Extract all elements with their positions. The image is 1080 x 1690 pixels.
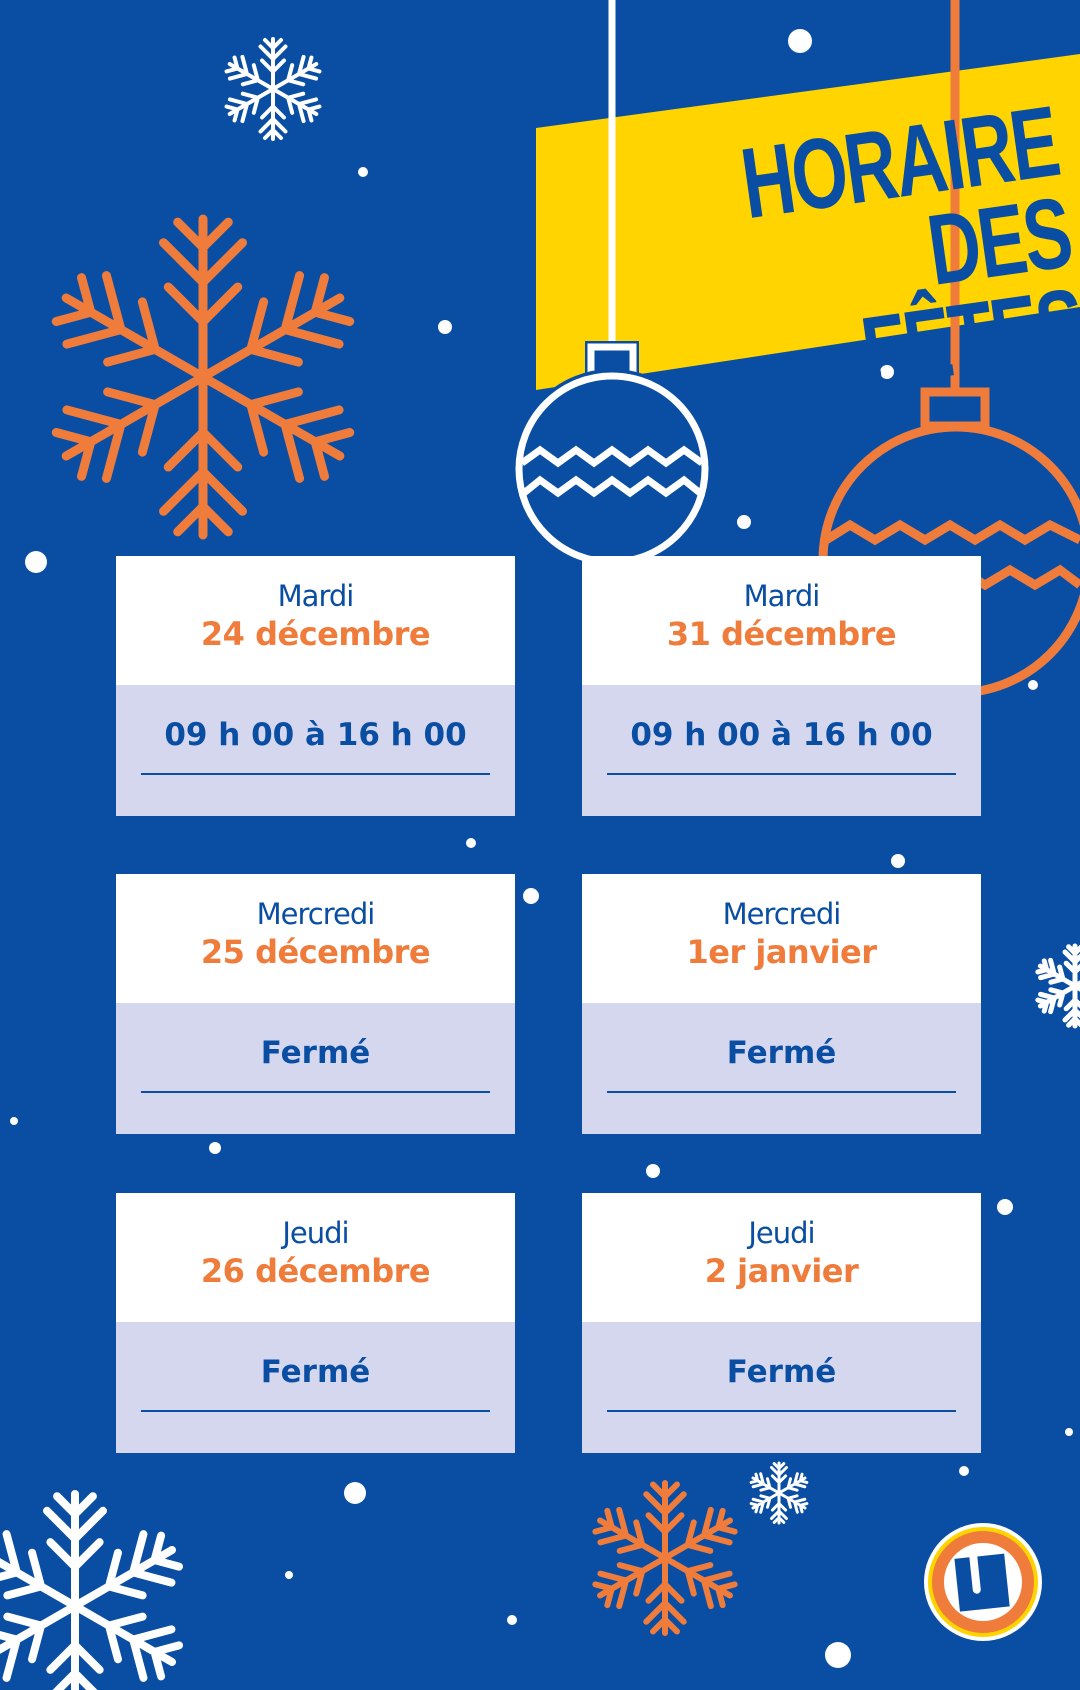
snow-dot	[358, 167, 368, 177]
snow-dot	[788, 29, 812, 53]
snow-dot	[997, 1199, 1013, 1215]
schedule-card: Mardi 31 décembre 09 h 00 à 16 h 00	[582, 556, 981, 816]
snowflake-icon	[749, 1461, 809, 1525]
snow-dot	[1028, 680, 1038, 690]
schedule-card: Jeudi 2 janvier Fermé	[582, 1193, 981, 1453]
card-hours: 09 h 00 à 16 h 00	[164, 717, 467, 753]
snow-dot	[825, 1642, 851, 1668]
card-hours: Fermé	[726, 1035, 837, 1071]
snow-dot	[880, 365, 894, 379]
divider	[141, 1091, 490, 1093]
snowflake-icon	[51, 214, 355, 540]
card-date: 2 janvier	[704, 1252, 859, 1290]
snow-dot	[737, 515, 751, 529]
divider	[607, 1091, 956, 1093]
card-day: Mardi	[743, 579, 821, 613]
snow-dot	[507, 1615, 517, 1625]
snowflake-icon	[224, 37, 322, 141]
snow-dot	[1065, 1428, 1073, 1436]
snowflake-icon	[0, 1490, 184, 1690]
card-date: 24 décembre	[200, 615, 431, 653]
uniprix-u-logo	[924, 1523, 1042, 1641]
schedule-card: Mercredi 25 décembre Fermé	[116, 874, 515, 1134]
snow-dot	[523, 888, 539, 904]
card-day: Mardi	[277, 579, 355, 613]
snow-dot	[209, 1142, 221, 1154]
schedule-card: Mercredi 1er janvier Fermé	[582, 874, 981, 1134]
card-hours: Fermé	[260, 1354, 371, 1390]
schedule-card: Jeudi 26 décembre Fermé	[116, 1193, 515, 1453]
card-hours: 09 h 00 à 16 h 00	[630, 717, 933, 753]
card-date: 26 décembre	[200, 1252, 431, 1290]
card-date: 31 décembre	[666, 615, 897, 653]
snowflake-icon	[592, 1480, 738, 1636]
card-hours: Fermé	[260, 1035, 371, 1071]
divider	[607, 773, 956, 775]
snow-dot	[10, 1117, 18, 1125]
snow-dot	[466, 838, 476, 848]
card-date: 1er janvier	[686, 933, 877, 971]
card-hours: Fermé	[726, 1354, 837, 1390]
card-day: Jeudi	[748, 1216, 815, 1250]
snow-dot	[959, 1466, 969, 1476]
snow-dot	[891, 854, 905, 868]
snow-dot	[25, 551, 47, 573]
schedule-card: Mardi 24 décembre 09 h 00 à 16 h 00	[116, 556, 515, 816]
card-day: Jeudi	[282, 1216, 349, 1250]
snow-dot	[438, 320, 452, 334]
card-day: Mercredi	[256, 897, 376, 931]
snowflake-icon	[1035, 943, 1080, 1029]
divider	[141, 1410, 490, 1412]
divider	[607, 1410, 956, 1412]
card-date: 25 décembre	[200, 933, 431, 971]
snow-dot	[344, 1482, 366, 1504]
snow-dot	[285, 1571, 293, 1579]
snow-dot	[646, 1164, 660, 1178]
divider	[141, 773, 490, 775]
card-day: Mercredi	[722, 897, 842, 931]
title-banner	[536, 54, 1080, 390]
